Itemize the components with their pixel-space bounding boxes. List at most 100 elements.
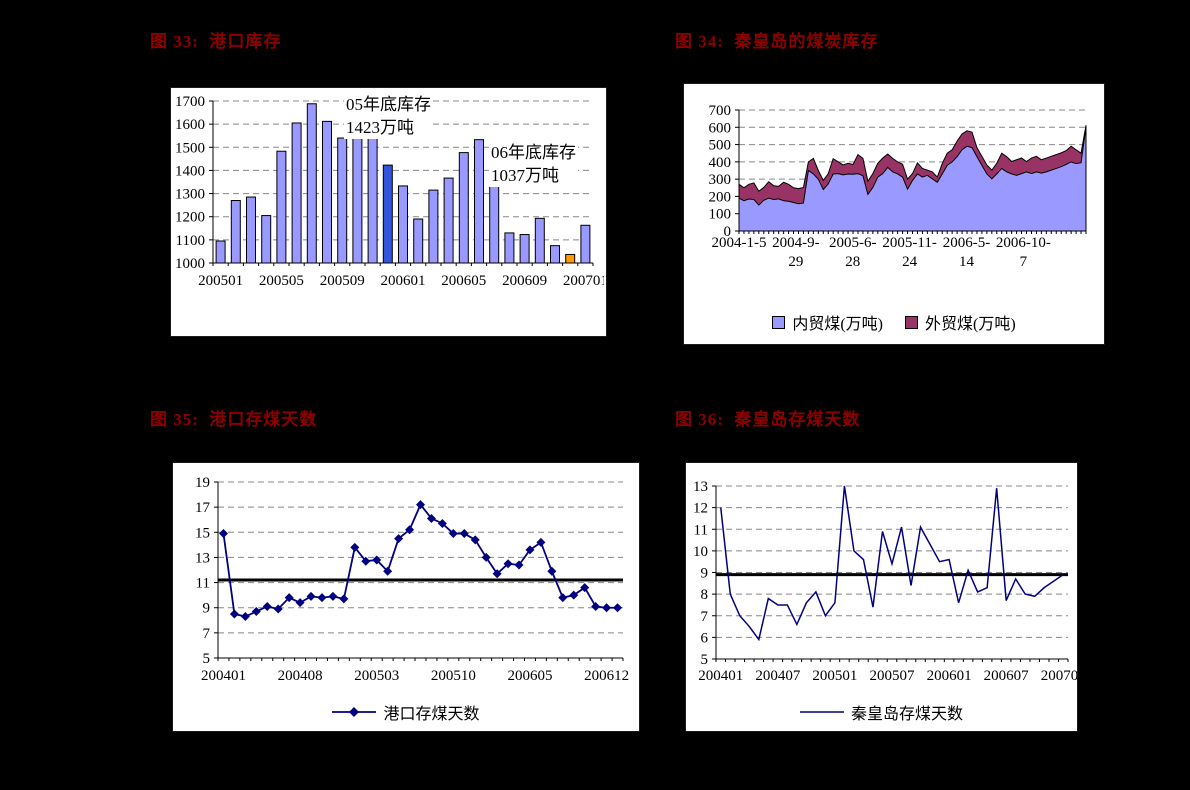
svg-text:500: 500 [709, 138, 732, 154]
bar [261, 215, 272, 264]
bar [458, 152, 469, 264]
svg-text:9: 9 [203, 601, 211, 617]
diamond-line-marker-icon [332, 707, 377, 717]
bar [352, 137, 363, 264]
annotation-line: 1423万吨 [346, 118, 414, 137]
svg-text:400: 400 [709, 155, 732, 171]
svg-text:15: 15 [195, 525, 210, 541]
svg-text:100: 100 [709, 207, 732, 223]
svg-text:10: 10 [693, 544, 708, 560]
bar [489, 185, 500, 264]
svg-text:200605: 200605 [507, 668, 552, 684]
gridlines-and-y-axis: 5 7 9 11 13 15 17 19 [195, 475, 623, 667]
svg-text:200612: 200612 [584, 668, 629, 684]
domestic-coal-swatch [772, 315, 786, 329]
svg-text:200407: 200407 [755, 668, 801, 684]
svg-text:200601: 200601 [927, 668, 972, 684]
data-point-markers [218, 500, 623, 622]
bar [428, 189, 439, 264]
figure-36-panel: 5 6 7 8 9 10 11 12 13 200401 200407 200501 200507 200… [685, 462, 1078, 732]
svg-text:7: 7 [203, 626, 211, 642]
bar [413, 218, 424, 264]
svg-text:1200: 1200 [175, 210, 205, 226]
bar [337, 137, 348, 264]
bar [580, 224, 591, 264]
svg-text:300: 300 [709, 172, 732, 188]
x-axis: 200401 200408 200503 200510 200605 200612 [201, 658, 629, 684]
svg-text:200701: 200701 [563, 273, 604, 289]
bar [230, 200, 241, 264]
bar [565, 253, 576, 264]
domestic-coal-area [738, 127, 1087, 232]
svg-text:1100: 1100 [176, 233, 205, 249]
svg-text:2005-6-28: 2005-6-28 [829, 235, 877, 270]
svg-text:1000: 1000 [175, 256, 205, 272]
svg-text:11: 11 [694, 522, 708, 538]
bar [534, 217, 545, 264]
figure-34-panel: 0 100 200 300 400 500 600 700 2004-1-5 2004-9-29 2… [683, 83, 1105, 345]
bar [246, 196, 256, 264]
svg-text:1300: 1300 [175, 187, 205, 203]
bar [306, 103, 317, 264]
svg-text:200505: 200505 [259, 273, 304, 289]
annotation-line: 06年底库存 [491, 143, 576, 162]
svg-text:200607: 200607 [984, 668, 1029, 684]
svg-text:200: 200 [709, 189, 732, 205]
x-axis: 2004-1-5 2004-9-292005-6-282005-11-242006… [712, 231, 1087, 270]
legend-item-foreign-coal: 外贸煤(万吨) [905, 310, 1016, 334]
bar [215, 240, 226, 264]
svg-text:1500: 1500 [175, 140, 205, 156]
svg-text:2006-5-14: 2006-5-14 [943, 235, 991, 270]
svg-text:19: 19 [195, 475, 210, 491]
figure-33-panel: 1000 1100 1200 1300 1400 1500 1600 1700 200501 20… [170, 87, 607, 337]
figure-34-legend: 内贸煤(万吨) 外贸煤(万吨) [684, 310, 1104, 334]
x-axis: 200501 200505 200509 200601 200605 200609 2007… [198, 263, 604, 289]
svg-text:12: 12 [693, 501, 708, 517]
svg-text:5: 5 [701, 652, 709, 668]
bar [382, 164, 393, 264]
svg-text:200605: 200605 [441, 273, 486, 289]
svg-text:1600: 1600 [175, 117, 205, 133]
data-line [720, 485, 1064, 642]
svg-text:7: 7 [701, 609, 709, 625]
svg-text:1700: 1700 [175, 94, 205, 110]
svg-text:13: 13 [195, 550, 210, 566]
bar [443, 177, 454, 264]
figure-34-title: 图 34: 秦皇岛的煤炭库存 [675, 32, 879, 51]
svg-text:600: 600 [709, 120, 732, 136]
annotation-2006-year-end-inventory: 06年底库存 1037万吨 [489, 141, 578, 187]
bar [322, 120, 332, 264]
svg-text:0: 0 [724, 224, 732, 240]
svg-text:2004-9-29: 2004-9-29 [772, 235, 820, 270]
legend-label: 港口存煤天数 [383, 706, 480, 723]
svg-text:200408: 200408 [278, 668, 323, 684]
figure-36-legend: 秦皇岛存煤天数 [686, 700, 1077, 724]
bar [276, 150, 287, 264]
legend-label: 外贸煤(万吨) [925, 316, 1016, 333]
annotation-2005-year-end-inventory: 05年底库存 1423万吨 [344, 93, 433, 139]
legend-item-qinhuangdao-coal-days: 秦皇岛存煤天数 [799, 700, 963, 724]
figure-33-title: 图 33: 港口库存 [150, 32, 282, 51]
svg-text:200503: 200503 [354, 668, 399, 684]
svg-text:1400: 1400 [175, 163, 205, 179]
svg-text:700: 700 [709, 103, 732, 119]
svg-text:6: 6 [701, 630, 709, 646]
figure-35-title: 图 35: 港口存煤天数 [150, 410, 318, 429]
line-marker-icon [799, 711, 844, 713]
svg-text:8: 8 [701, 587, 709, 603]
svg-text:200501: 200501 [812, 668, 857, 684]
bar [519, 234, 530, 264]
svg-text:200609: 200609 [502, 273, 547, 289]
svg-text:2004-1-5: 2004-1-5 [712, 235, 767, 251]
data-line [222, 502, 618, 618]
svg-text:9: 9 [701, 566, 709, 582]
svg-text:13: 13 [693, 479, 708, 495]
legend-label: 内贸煤(万吨) [792, 316, 883, 333]
bar [474, 139, 484, 264]
bar [291, 122, 302, 264]
bars [215, 103, 591, 264]
